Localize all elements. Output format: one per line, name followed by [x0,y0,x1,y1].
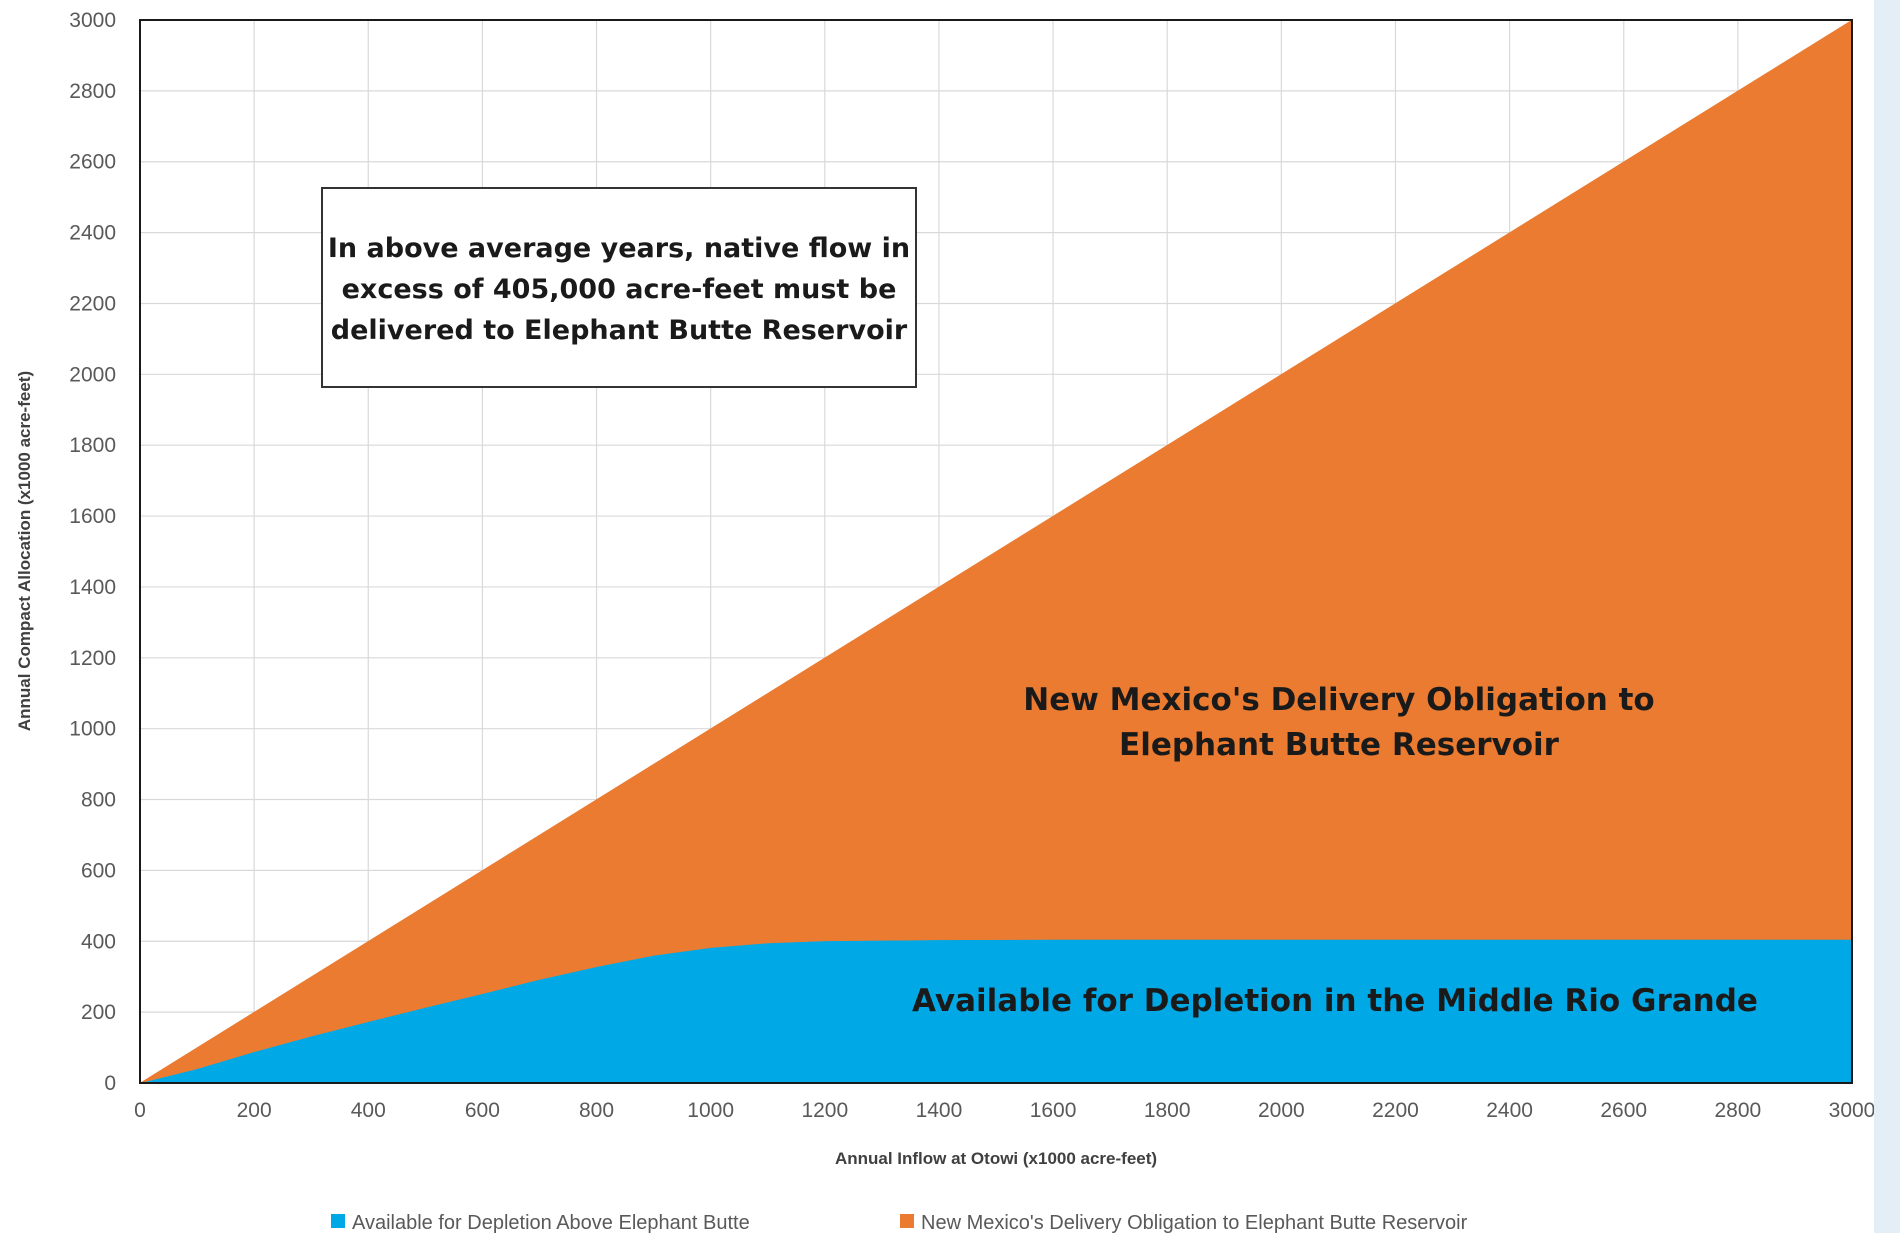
x-tick-label: 0 [134,1099,146,1122]
x-tick-label: 1000 [687,1099,734,1122]
delivery-label-line-1: New Mexico's Delivery Obligation to [1023,682,1654,718]
y-axis-title: Annual Compact Allocation (x1000 acre-fe… [15,371,34,731]
y-tick-label: 1400 [69,576,116,599]
x-tick-label: 200 [237,1099,272,1122]
legend-swatch-depletion [331,1214,345,1228]
x-tick-labels: 0 200 400 600 800 1000 1200 1400 1600 1800 2000 220… [134,1099,1875,1122]
y-tick-label: 1600 [69,505,116,528]
x-tick-label: 400 [351,1099,386,1122]
x-tick-label: 1600 [1030,1099,1077,1122]
legend: Available for Depletion Above Elephant B… [331,1212,1468,1233]
delivery-label-line-2: Elephant Butte Reservoir [1119,727,1560,763]
y-tick-label: 2200 [69,292,116,315]
y-tick-label: 400 [81,930,116,953]
y-tick-label: 200 [81,1001,116,1024]
x-tick-label: 2600 [1600,1099,1647,1122]
depletion-label: Available for Depletion in the Middle Ri… [912,983,1758,1019]
y-tick-label: 800 [81,789,116,812]
plot-frame [139,19,1853,1084]
x-tick-label: 2200 [1372,1099,1419,1122]
x-tick-label: 3000 [1829,1099,1876,1122]
y-tick-label: 2800 [69,80,116,103]
y-tick-label: 1200 [69,647,116,670]
x-tick-label: 800 [579,1099,614,1122]
x-tick-label: 2400 [1486,1099,1533,1122]
y-tick-label: 2000 [69,363,116,386]
y-tick-label: 1800 [69,434,116,457]
legend-label-delivery: New Mexico's Delivery Obligation to Elep… [921,1212,1468,1233]
x-tick-label: 2800 [1715,1099,1762,1122]
legend-label-depletion: Available for Depletion Above Elephant B… [352,1212,750,1233]
area-series [139,19,1853,1084]
x-tick-label: 600 [465,1099,500,1122]
x-axis-title: Annual Inflow at Otowi (x1000 acre-feet) [835,1149,1157,1168]
flow-note-line-1: In above average years, native flow in [328,233,910,264]
x-tick-label: 1400 [916,1099,963,1122]
x-tick-label: 1200 [801,1099,848,1122]
flow-note-line-3: delivered to Elephant Butte Reservoir [331,315,908,346]
y-tick-label: 0 [104,1072,116,1095]
y-tick-label: 2400 [69,222,116,245]
y-tick-label: 3000 [69,9,116,32]
x-tick-label: 2000 [1258,1099,1305,1122]
delivery-label: New Mexico's Delivery Obligation to Elep… [1023,682,1654,763]
flow-note-annotation: In above average years, native flow in e… [321,187,917,388]
y-tick-label: 600 [81,859,116,882]
y-tick-label: 2600 [69,151,116,174]
flow-note-box [321,187,917,388]
flow-note-line-2: excess of 405,000 acre-feet must be [342,274,897,305]
y-tick-label: 1000 [69,718,116,741]
legend-swatch-delivery [900,1214,914,1228]
window-edge [1874,0,1900,1233]
y-tick-labels: 0 200 400 600 800 1000 1200 1400 1600 1800 2000 220… [69,9,116,1095]
x-tick-label: 1800 [1144,1099,1191,1122]
